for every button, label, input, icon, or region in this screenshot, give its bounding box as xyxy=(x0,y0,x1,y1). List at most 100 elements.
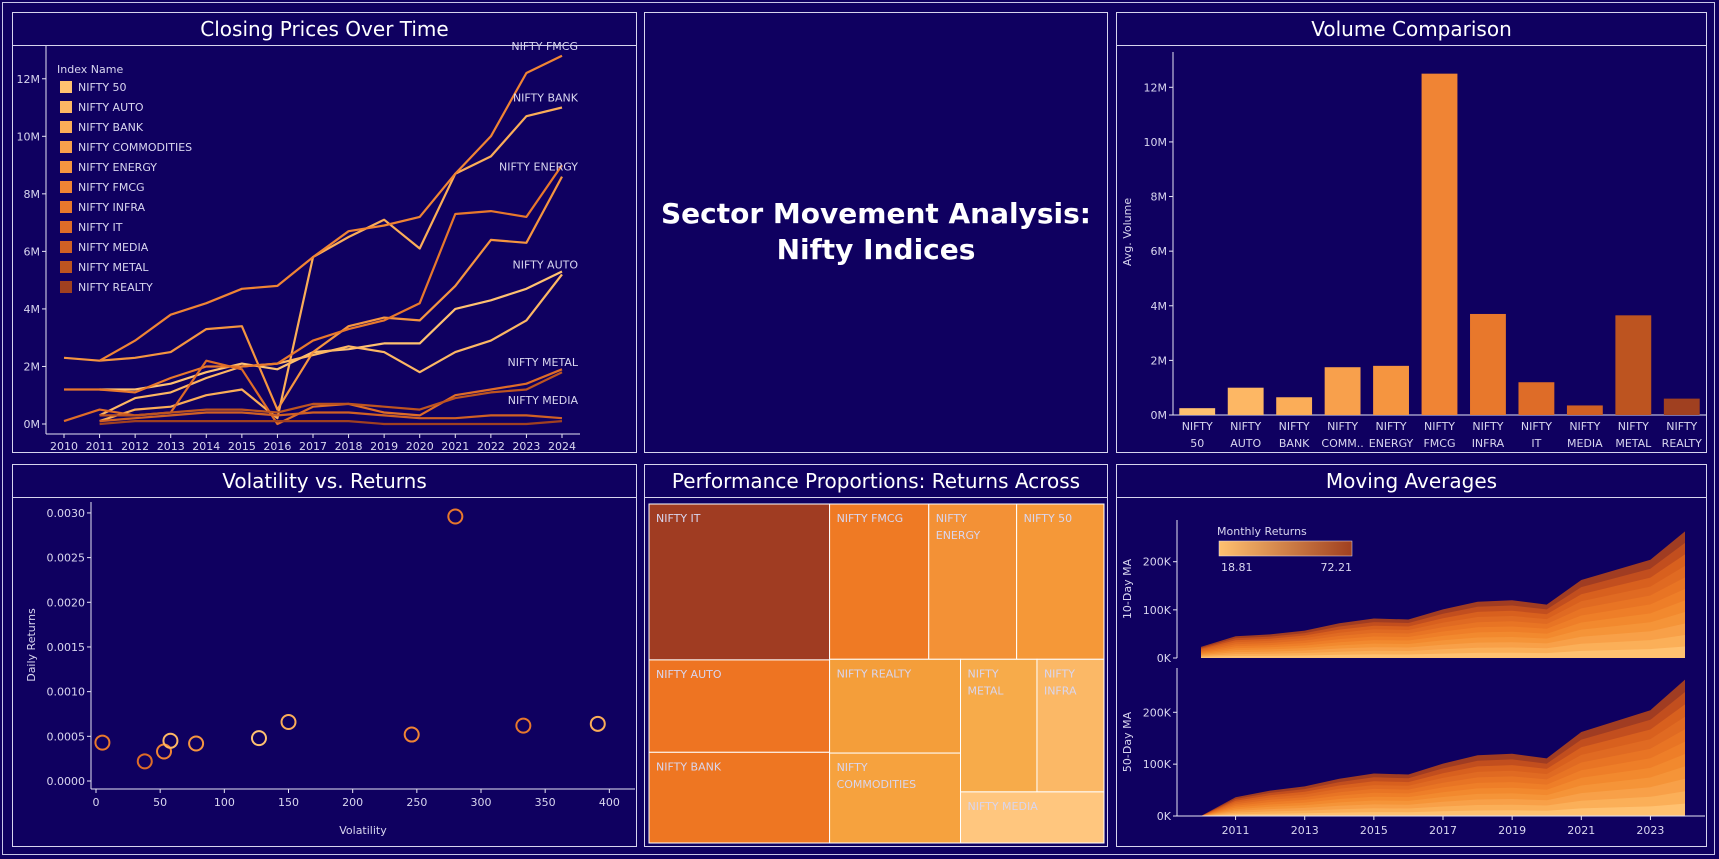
x-tick-label: INFRA xyxy=(1472,437,1505,450)
legend-swatch xyxy=(60,141,72,153)
title-panel xyxy=(644,12,1108,453)
volume-bar xyxy=(1227,387,1264,415)
x-tick-label: 2010 xyxy=(50,440,78,453)
series-end-label: NIFTY BANK xyxy=(513,92,579,105)
volume-bar xyxy=(1324,367,1361,415)
legend-label: NIFTY MEDIA xyxy=(78,241,149,254)
treemap-tile xyxy=(1016,503,1105,660)
x-tick-label: 2024 xyxy=(548,440,576,453)
y-axis-title: Avg. Volume xyxy=(1121,198,1134,267)
legend-swatch xyxy=(60,261,72,273)
x-tick-label: 350 xyxy=(535,796,556,809)
x-tick-label: METAL xyxy=(1615,437,1652,450)
legend-label: NIFTY ENERGY xyxy=(78,161,157,174)
treemap-tile xyxy=(829,658,962,754)
volume-bar xyxy=(1179,408,1216,415)
treemap-tile xyxy=(829,752,962,844)
x-tick-label: 2020 xyxy=(406,440,434,453)
treemap-tile-label: NIFTY 50 xyxy=(1024,512,1073,525)
legend-min-label: 18.81 xyxy=(1221,561,1253,574)
legend-label: NIFTY BANK xyxy=(78,121,144,134)
treemap-tile-label: NIFTY AUTO xyxy=(656,668,722,681)
series-line xyxy=(99,420,563,426)
y-tick-label: 8M xyxy=(24,188,41,201)
legend-swatch xyxy=(60,201,72,213)
legend-label: NIFTY AUTO xyxy=(78,101,144,114)
legend-title: Monthly Returns xyxy=(1217,525,1307,538)
legend-label: NIFTY COMMODITIES xyxy=(78,141,192,154)
x-tick-label: FMCG xyxy=(1423,437,1455,450)
x-tick-label: 50 xyxy=(153,796,167,809)
y-tick-label: 10M xyxy=(17,130,41,143)
treemap-tile xyxy=(648,659,831,753)
y-tick-label: 0.0025 xyxy=(47,552,86,565)
x-tick-label: IT xyxy=(1531,437,1541,450)
x-tick-label: BANK xyxy=(1279,437,1310,450)
series-line xyxy=(99,411,563,423)
y-tick-label: 2M xyxy=(24,360,41,373)
series-line xyxy=(63,176,563,411)
scatter-point xyxy=(250,730,267,747)
legend-label: NIFTY 50 xyxy=(78,81,127,94)
treemap-tile xyxy=(1036,658,1105,793)
treemap-tile-label: INFRA xyxy=(1044,684,1077,697)
y-tick-label: 0.0030 xyxy=(47,507,86,520)
treemap-tile xyxy=(960,791,1105,844)
legend-label: NIFTY IT xyxy=(78,221,123,234)
scatter-point xyxy=(515,717,532,734)
y-tick-label: 4M xyxy=(1151,300,1168,313)
scatter-point xyxy=(94,734,111,751)
x-tick-label: 2015 xyxy=(1360,824,1388,837)
x-tick-label: MEDIA xyxy=(1567,437,1603,450)
treemap-tile-label: NIFTY FMCG xyxy=(837,512,904,525)
scatter-point xyxy=(280,714,297,731)
x-tick-label: 250 xyxy=(406,796,427,809)
x-tick-label: 2015 xyxy=(228,440,256,453)
x-tick-label: NIFTY xyxy=(1618,420,1649,433)
y-tick-label: 6M xyxy=(1151,245,1168,258)
series-end-label: NIFTY AUTO xyxy=(513,258,579,271)
y-tick-label: 0K xyxy=(1157,652,1172,665)
y-tick-label: 6M xyxy=(24,245,41,258)
x-tick-label: 2011 xyxy=(1222,824,1250,837)
x-tick-label: NIFTY xyxy=(1472,420,1503,433)
x-tick-label: 2017 xyxy=(1429,824,1457,837)
x-tick-label: 150 xyxy=(278,796,299,809)
treemap-tile-label: ENERGY xyxy=(936,529,981,542)
legend-swatch xyxy=(60,81,72,93)
legend-swatch xyxy=(60,101,72,113)
series-end-label: NIFTY METAL xyxy=(507,356,578,369)
legend-label: NIFTY INFRA xyxy=(78,201,146,214)
y-axis-title: 50-Day MA xyxy=(1121,711,1134,772)
volume-bar xyxy=(1663,398,1700,415)
volatility-title: Volatility vs. Returns xyxy=(12,464,637,498)
x-tick-label: NIFTY xyxy=(1327,420,1358,433)
x-tick-label: NIFTY xyxy=(1230,420,1261,433)
volume-bar xyxy=(1373,365,1409,415)
series-end-label: NIFTY FMCG xyxy=(511,40,578,53)
x-tick-label: 2012 xyxy=(121,440,149,453)
y-tick-label: 0.0015 xyxy=(47,641,86,654)
series-line xyxy=(99,54,563,362)
y-tick-label: 4M xyxy=(24,303,41,316)
y-axis-title: 10-Day MA xyxy=(1121,558,1134,619)
treemap-tile-label: NIFTY MEDIA xyxy=(968,800,1039,813)
treemap-tile-label: NIFTY xyxy=(936,512,967,525)
legend-title: Index Name xyxy=(57,63,123,76)
y-tick-label: 12M xyxy=(17,73,41,86)
y-tick-label: 200K xyxy=(1143,556,1172,569)
volume-bar xyxy=(1518,382,1555,415)
moving-average-area xyxy=(1201,646,1685,658)
y-tick-label: 0M xyxy=(1151,409,1168,422)
y-tick-label: 0.0000 xyxy=(47,775,86,788)
treemap-tile-label: NIFTY xyxy=(837,761,868,774)
x-tick-label: ENERGY xyxy=(1369,437,1414,450)
x-tick-label: 2022 xyxy=(477,440,505,453)
y-tick-label: 12M xyxy=(1144,81,1168,94)
x-tick-label: AUTO xyxy=(1230,437,1261,450)
x-tick-label: 50 xyxy=(1190,437,1204,450)
x-tick-label: 2013 xyxy=(157,440,185,453)
y-tick-label: 8M xyxy=(1151,191,1168,204)
